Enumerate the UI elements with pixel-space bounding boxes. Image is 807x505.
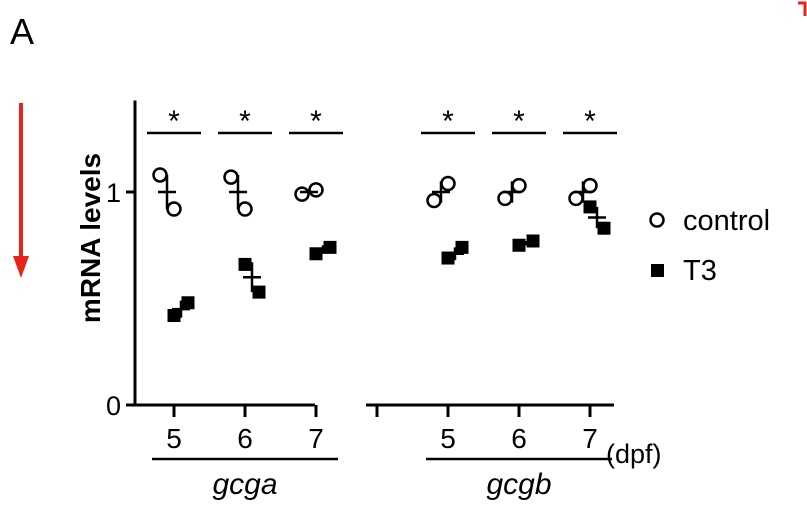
- point-control-gcgb-5-1: [440, 175, 456, 192]
- gene-label-gcgb: gcgb: [486, 468, 551, 501]
- annotation-layer: [13, 1, 807, 278]
- legend-label-1: T3: [683, 255, 717, 287]
- sig-star-gcgb-5: *: [442, 105, 454, 138]
- y-axis-label: mRNA levels: [75, 153, 106, 323]
- red-arrow-head: [13, 256, 29, 278]
- x-tick-label-gcgb-6: 6: [511, 423, 527, 454]
- point-t3-gcgb-5-1: [455, 240, 469, 254]
- point-t3-gcga-6-0: [238, 257, 252, 271]
- point-control-gcga-6-0: [223, 169, 239, 185]
- point-t3-gcga-5-0: [167, 309, 181, 323]
- point-control-gcga-5-1: [166, 201, 182, 217]
- x-tick-label-gcgb-5: 5: [440, 423, 456, 454]
- axes: 0 1 5 6 7 gcga 5 6 7 gcgb: [106, 100, 614, 501]
- legend-marker-0: [649, 212, 665, 228]
- point-t3-gcgb-6-1: [526, 234, 540, 248]
- sig-star-gcgb-7: *: [584, 105, 596, 138]
- gene-label-gcga: gcga: [212, 468, 277, 501]
- y-tick-label-1: 1: [106, 178, 121, 208]
- sig-star-gcga-7: *: [310, 105, 322, 138]
- point-t3-gcgb-7-1: [597, 221, 611, 235]
- sig-star-gcga-6: *: [239, 105, 251, 138]
- point-control-gcgb-6-1: [511, 177, 527, 194]
- point-control-gcga-7-0: [294, 186, 310, 202]
- point-t3-gcgb-6-0: [512, 238, 526, 252]
- panel-label: A: [10, 11, 34, 52]
- x-unit-label: (dpf): [606, 439, 662, 469]
- x-tick-label-gcga-5: 5: [166, 423, 182, 454]
- x-tick-label-gcgb-7: 7: [582, 423, 598, 454]
- legend-label-0: control: [683, 205, 770, 237]
- point-control-gcgb-5-0: [426, 192, 442, 209]
- point-t3-gcgb-7-0: [583, 200, 597, 214]
- point-control-gcga-6-1: [237, 201, 253, 217]
- x-tick-label-gcga-6: 6: [237, 423, 253, 454]
- point-t3-gcga-5-1: [181, 296, 195, 310]
- point-control-gcgb-6-0: [497, 190, 513, 207]
- point-control-gcgb-7-0: [568, 190, 584, 207]
- point-t3-gcga-6-1: [252, 285, 266, 299]
- point-control-gcga-5-0: [152, 167, 168, 183]
- red-bracket-fragment: [798, 1, 807, 16]
- legend-marker-1: [651, 264, 664, 277]
- sig-star-gcga-5: *: [168, 105, 180, 138]
- point-t3-gcga-7-1: [323, 240, 337, 254]
- point-control-gcga-7-1: [308, 182, 324, 198]
- legend: control T3: [649, 205, 770, 287]
- data-marks: * * * * * *: [147, 105, 617, 323]
- y-tick-label-0: 0: [106, 391, 121, 421]
- point-control-gcgb-7-1: [582, 177, 598, 194]
- sig-star-gcgb-6: *: [513, 105, 525, 138]
- x-tick-label-gcga-7: 7: [308, 423, 324, 454]
